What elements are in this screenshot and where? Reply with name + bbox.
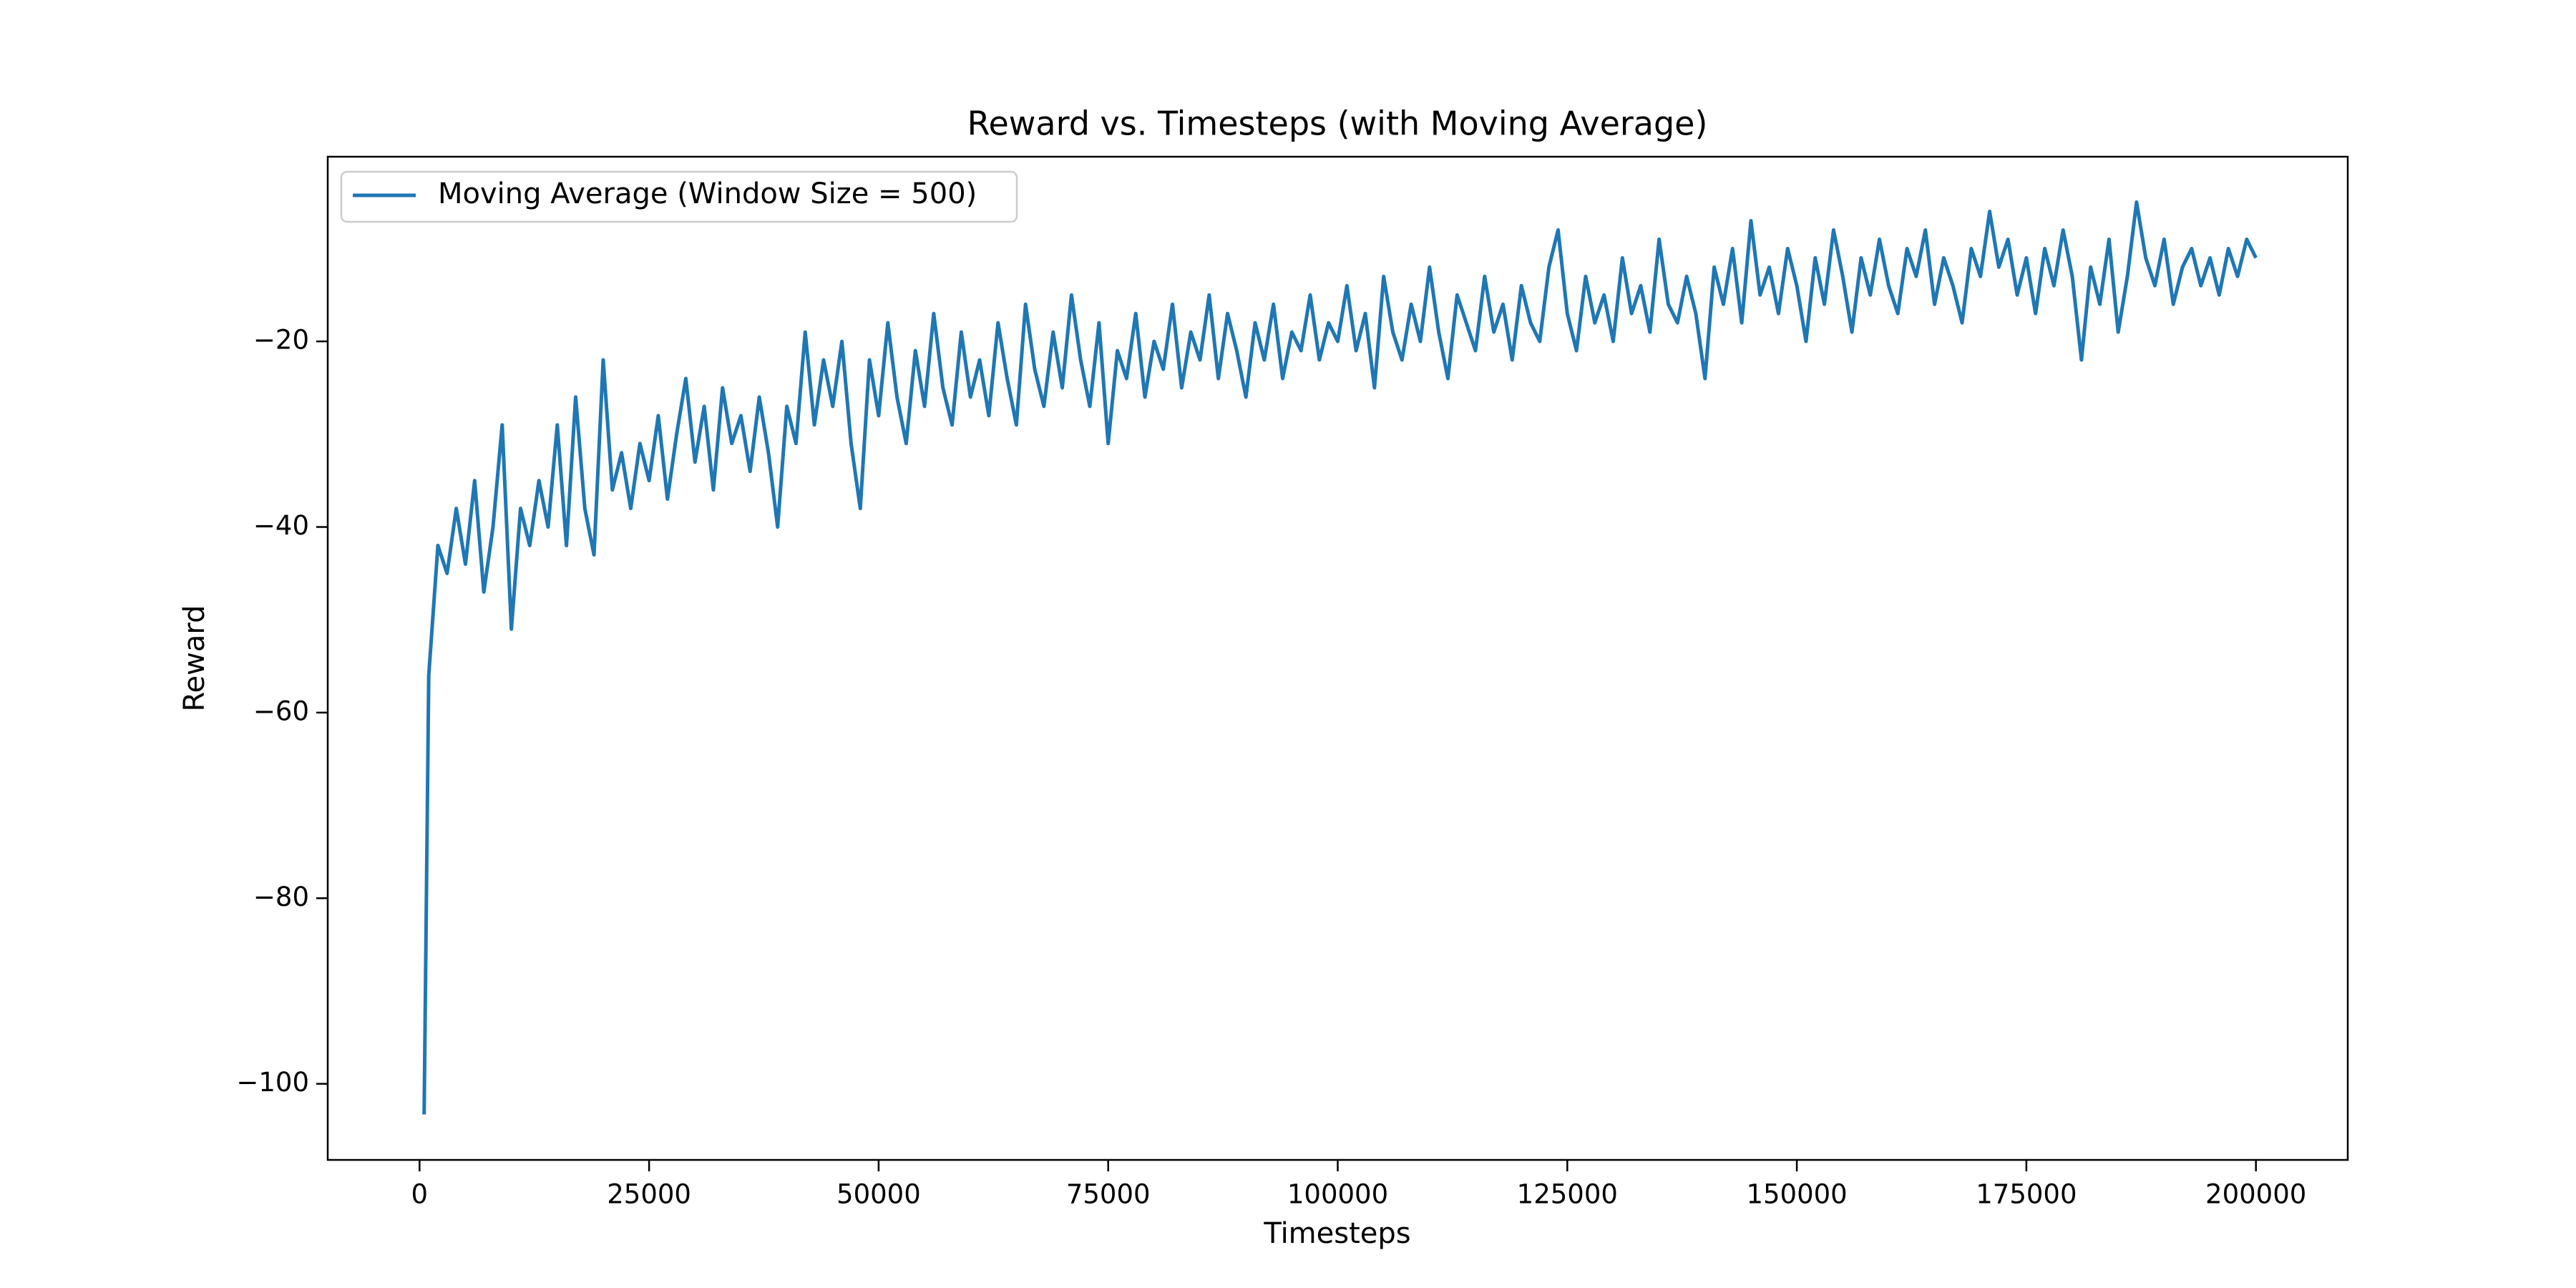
y-axis-label: Reward	[178, 605, 211, 712]
x-tick-label: 25000	[607, 1179, 691, 1210]
x-tick-label: 125000	[1517, 1179, 1618, 1210]
y-tick-label: −80	[253, 882, 309, 912]
x-tick-label: 175000	[1976, 1179, 2077, 1210]
plot-frame	[326, 155, 2349, 1161]
legend-label: Moving Average (Window Size = 500)	[438, 177, 977, 210]
x-tick-label: 50000	[836, 1179, 921, 1210]
y-tick-label: −40	[253, 510, 309, 541]
chart-title: Reward vs. Timesteps (with Moving Averag…	[967, 104, 1708, 143]
x-tick-label: 0	[411, 1179, 429, 1210]
y-tick-label: −20	[253, 325, 309, 356]
x-tick-label: 75000	[1066, 1179, 1151, 1210]
legend-box	[340, 170, 1018, 223]
x-tick-label: 200000	[2205, 1179, 2306, 1210]
x-tick-label: 100000	[1287, 1179, 1388, 1210]
x-tick-label: 150000	[1746, 1179, 1847, 1210]
y-tick-label: −60	[253, 696, 309, 726]
y-tick-label: −100	[236, 1067, 309, 1098]
data-line	[422, 200, 2258, 1115]
x-axis-label: Timesteps	[1263, 1217, 1410, 1250]
